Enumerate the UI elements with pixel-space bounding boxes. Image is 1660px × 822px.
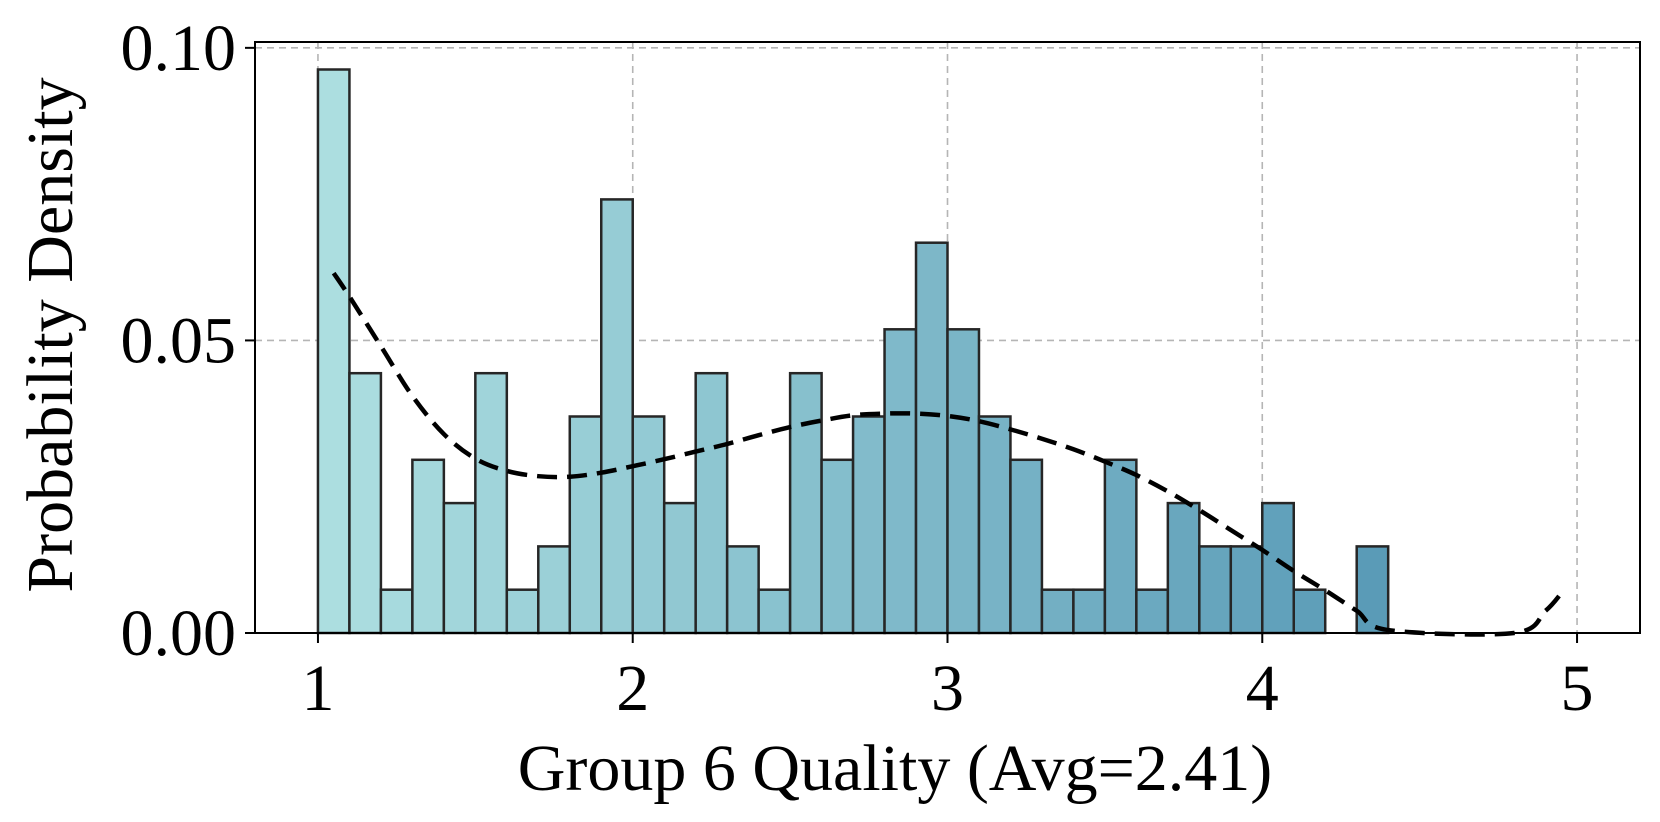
- histogram-bar: [725, 545, 760, 635]
- histogram-bar: [1166, 501, 1201, 635]
- histogram-bar: [977, 415, 1012, 635]
- x-tick-label: 3: [931, 652, 964, 725]
- histogram-bar: [1355, 545, 1390, 635]
- histogram-bar: [820, 458, 855, 635]
- histogram-bar: [1009, 458, 1044, 635]
- x-tick-label: 1: [301, 652, 334, 725]
- histogram-bar: [316, 68, 351, 635]
- y-tick-label: 0.10: [121, 12, 237, 85]
- histogram-bar: [662, 501, 697, 635]
- axes-layer: 1 2 3 4 5 0.00 0.05 0.10: [121, 12, 1641, 725]
- histogram-bar: [1229, 545, 1264, 635]
- histogram-bar: [1198, 545, 1233, 635]
- x-tick-label: 5: [1561, 652, 1594, 725]
- histogram-bar: [1135, 588, 1170, 635]
- histogram-bar: [600, 198, 634, 635]
- y-tick-label: 0.05: [121, 304, 237, 377]
- histogram-bar: [505, 588, 540, 635]
- histogram-bar: [914, 241, 949, 635]
- histogram-bar: [883, 328, 918, 635]
- x-tick-label: 4: [1246, 652, 1279, 725]
- histogram-bar: [946, 328, 981, 635]
- histogram-bar: [631, 415, 666, 635]
- histogram-bar: [757, 588, 792, 635]
- histogram-bar: [568, 415, 603, 635]
- histogram-bar: [474, 371, 509, 635]
- kde-curve: [331, 271, 1564, 637]
- histogram-bar: [1103, 458, 1138, 635]
- y-axis-label: Probability Density: [14, 77, 87, 592]
- histogram-bar: [694, 371, 729, 635]
- histogram-bar: [788, 371, 823, 635]
- histogram-bar: [1040, 588, 1075, 635]
- histogram-bar: [411, 458, 446, 635]
- x-axis-label: Group 6 Quality (Avg=2.41): [518, 732, 1273, 805]
- histogram-bar: [1292, 588, 1327, 635]
- kde-layer: [331, 271, 1564, 637]
- histogram-bar: [851, 415, 886, 635]
- histogram-bar: [1072, 588, 1107, 635]
- bars-layer: [316, 68, 1390, 635]
- y-tick-label: 0.00: [121, 597, 237, 670]
- histogram-bar: [442, 501, 477, 635]
- histogram-bar: [537, 545, 572, 635]
- histogram-bar: [379, 588, 414, 635]
- x-tick-label: 2: [616, 652, 649, 725]
- histogram-bar: [348, 371, 383, 635]
